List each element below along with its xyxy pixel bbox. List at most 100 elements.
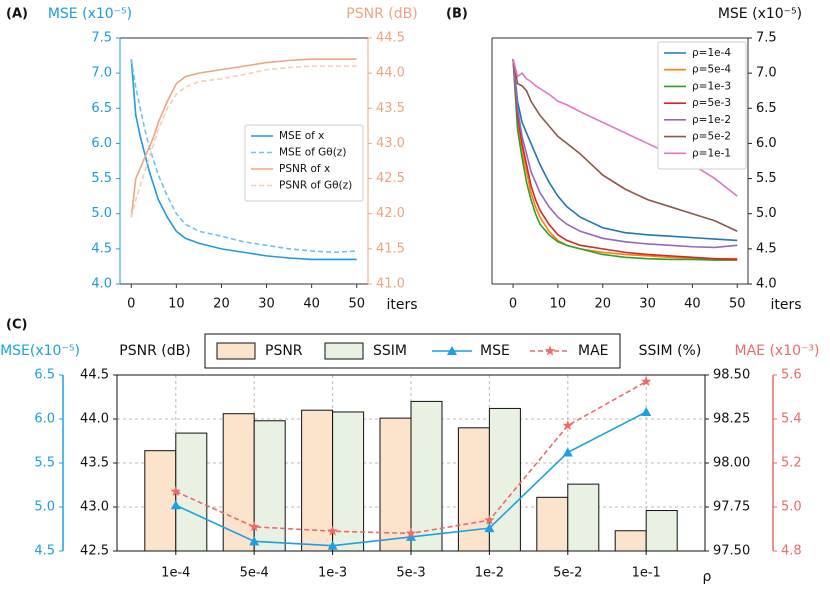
y-tick-label: 6.5 [91,101,112,116]
line [512,59,738,249]
line [512,59,738,242]
y-tick-label: 44.5 [376,31,405,46]
legend-label: MSE of Gθ(z) [279,147,346,159]
legend-marker [544,345,556,356]
x-tick-label: 20 [594,297,611,312]
marker [248,521,260,532]
marker [562,447,573,457]
y-tick-label: 4.5 [756,241,777,256]
line [512,59,738,261]
y-tick-label: 7.5 [91,31,112,46]
panel-label: (A) [6,7,28,22]
marker [562,420,574,431]
bar [222,413,255,552]
y-tick-label: 98.00 [713,456,750,471]
y-tick-label: 5.0 [781,500,802,515]
x-tick-label: 1e-1 [632,566,661,581]
bar [332,411,365,552]
legend-label: PSNR of x [279,163,330,175]
x-tick-label: 1e-4 [161,566,190,581]
y-tick-label: 43.0 [80,500,109,515]
marker [405,527,417,538]
legend-label: PSNR of Gθ(z) [279,180,352,192]
y-tick-label: 5.4 [781,412,802,427]
x-tick-label: 1e-3 [318,566,347,581]
x-axis-title: ρ [703,569,712,585]
bar [567,483,600,552]
x-tick-label: 10 [550,297,567,312]
marker [327,540,338,550]
y-tick-label: 4.8 [781,544,802,559]
legend-label: ρ=5e-2 [692,131,731,143]
legend-label: SSIM [373,343,407,359]
y-tick-label: 5.0 [34,500,55,515]
y-axis-title: PSNR (dB) [119,343,190,359]
line [512,59,738,261]
line [512,58,738,233]
y-tick-label: 6.5 [34,368,55,383]
y-tick-label: 41.0 [376,277,405,292]
y-tick-label: 5.5 [91,171,112,186]
legend-label: ρ=1e-2 [692,114,731,126]
bar [488,407,521,552]
y-tick-label: 4.0 [756,277,777,292]
y-tick-label: 4.0 [91,277,112,292]
legend-label: MAE [578,343,609,359]
line [130,59,357,261]
bar [253,420,286,552]
y-tick-label: 42.5 [376,171,405,186]
y-axis-title: MSE (x10⁻⁵) [48,6,132,22]
y-tick-label: 98.50 [713,368,750,383]
x-tick-label: 5e-2 [553,566,582,581]
y-tick-label: 42.5 [80,544,109,559]
y-tick-label: 41.5 [376,241,405,256]
legend-swatch [216,342,256,360]
bar [410,400,443,552]
y3-axis-title: MAE (x10⁻³) [735,343,820,359]
y-tick-label: 98.25 [713,412,750,427]
x-tick-label: 0 [509,297,517,312]
line [130,58,357,254]
legend-label: ρ=5e-4 [692,64,731,76]
y2-axis-title: SSIM (%) [639,343,702,359]
legend-label: MSE of x [279,130,324,142]
y-tick-label: 7.5 [756,31,777,46]
y-tick-label: 5.0 [91,206,112,221]
marker [641,406,652,416]
y-tick-label: 44.0 [80,412,109,427]
marker [170,486,182,497]
marker [327,525,338,536]
y-tick-label: 7.0 [756,66,777,81]
bar [457,427,490,552]
y-tick-label: 43.5 [80,456,109,471]
y-tick-label: 6.0 [756,136,777,151]
y-tick-label: 6.0 [34,412,55,427]
legend-label: ρ=5e-3 [692,97,731,109]
x-tick-label: 10 [168,297,185,312]
x-tick-label: 50 [729,297,746,312]
y-tick-label: 6.5 [756,101,777,116]
y-tick-label: 4.5 [91,241,112,256]
y-axis-title: MSE (x10⁻⁵) [718,6,802,22]
legend-box [244,124,364,202]
x-axis-title: iters [386,297,417,313]
x-tick-label: 5e-3 [396,566,425,581]
legend-marker [447,346,457,355]
y-tick-label: 97.50 [713,544,750,559]
y-tick-label: 43.5 [376,101,405,116]
bar [175,432,208,552]
x-tick-label: 40 [303,297,320,312]
y-tick-label: 5.5 [34,456,55,471]
y-tick-label: 97.75 [713,500,750,515]
legend-label: ρ=1e-3 [692,80,731,92]
x-tick-label: 50 [348,297,365,312]
marker [640,376,652,387]
legend-label: ρ=1e-4 [692,47,731,59]
marker [484,523,495,533]
x-axis-title: iters [770,297,801,313]
marker [249,536,260,546]
marker [484,514,495,525]
bar [379,417,412,552]
y-tick-label: 42.0 [376,206,405,221]
